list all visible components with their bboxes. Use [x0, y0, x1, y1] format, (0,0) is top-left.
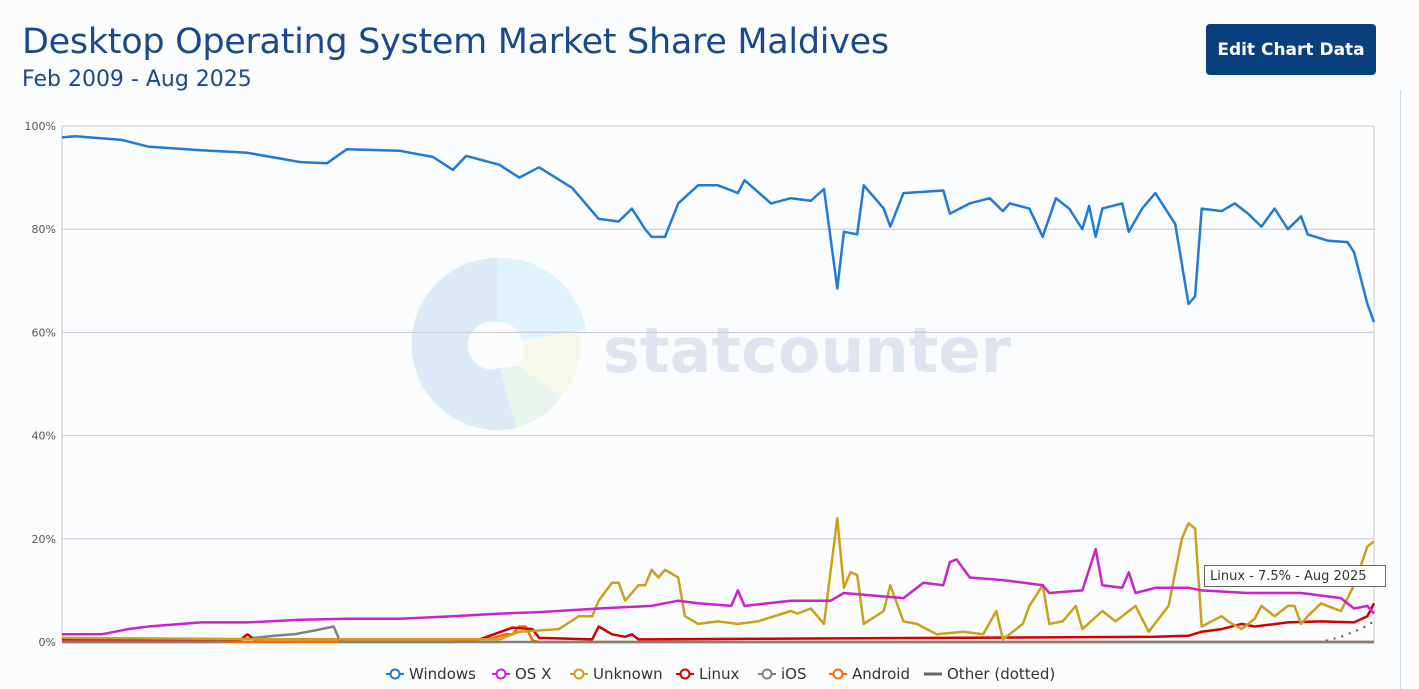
- legend-label: iOS: [781, 665, 807, 683]
- legend-item[interactable]: Android: [829, 665, 910, 683]
- tooltip: Linux - 7.5% - Aug 2025: [1204, 565, 1386, 587]
- legend-item[interactable]: iOS: [758, 665, 807, 683]
- legend-marker-icon: [573, 668, 585, 680]
- legend-item[interactable]: Linux: [676, 665, 740, 683]
- legend-label: Other (dotted): [947, 665, 1055, 683]
- y-tick-label: 0%: [39, 636, 56, 649]
- panel-border: [1400, 90, 1401, 689]
- series-line-os-x: [62, 547, 1375, 636]
- series-line-ios: [62, 625, 1374, 644]
- watermark-text: statcounter: [603, 314, 1011, 387]
- series-line-other-dotted: [62, 620, 1375, 643]
- legend-label: OS X: [515, 665, 551, 683]
- y-tick-label: 100%: [25, 120, 56, 133]
- legend-label: Linux: [699, 665, 740, 683]
- y-tick-label: 80%: [32, 223, 56, 236]
- y-tick-label: 40%: [32, 430, 56, 443]
- legend-label: Unknown: [593, 665, 663, 683]
- legend-marker-icon: [679, 668, 691, 680]
- legend-marker-icon: [389, 668, 401, 680]
- series-line-windows: [61, 135, 1376, 323]
- legend-label: Android: [852, 665, 910, 683]
- legend-item[interactable]: Unknown: [570, 665, 663, 683]
- date-range-subtitle: Feb 2009 - Aug 2025: [22, 67, 252, 92]
- y-tick-label: 20%: [32, 533, 56, 546]
- statcounter-watermark: statcounter: [411, 257, 1011, 430]
- series-line-unknown: [61, 516, 1375, 641]
- legend-label: Windows: [409, 665, 476, 683]
- edit-chart-data-button[interactable]: Edit Chart Data: [1206, 24, 1376, 75]
- legend-marker-icon: [495, 668, 507, 680]
- legend-item[interactable]: OS X: [492, 665, 551, 683]
- legend-marker-icon: [832, 668, 844, 680]
- page-title: Desktop Operating System Market Share Ma…: [22, 22, 889, 62]
- legend-item[interactable]: Other (dotted): [924, 665, 1055, 683]
- legend-marker-icon: [761, 668, 773, 680]
- y-tick-label: 60%: [32, 326, 56, 339]
- legend-item[interactable]: Windows: [386, 665, 476, 683]
